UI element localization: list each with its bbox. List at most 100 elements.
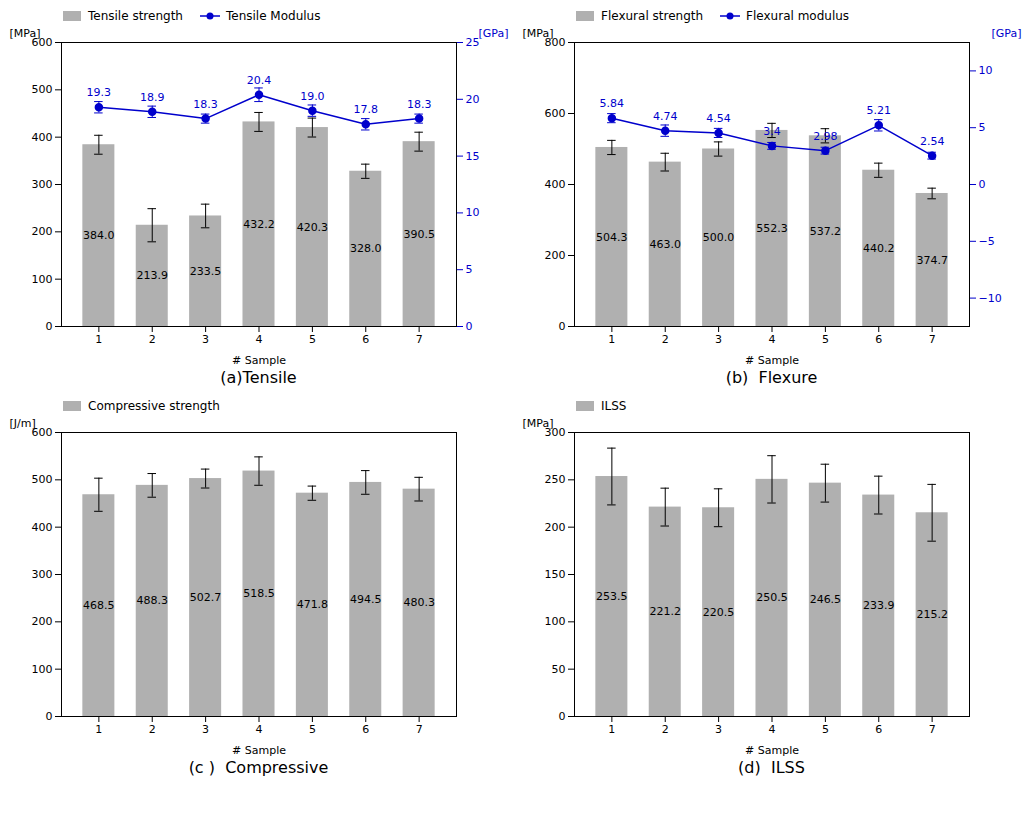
svg-text:20.4: 20.4: [247, 74, 272, 87]
svg-text:0: 0: [466, 320, 473, 333]
svg-text:400: 400: [545, 178, 566, 191]
svg-text:5: 5: [309, 723, 316, 736]
svg-text:250: 250: [545, 473, 566, 486]
svg-text:4: 4: [769, 333, 776, 346]
svg-text:5.84: 5.84: [600, 97, 625, 110]
svg-text:−5: −5: [979, 235, 995, 248]
svg-text:6: 6: [875, 333, 882, 346]
svg-text:500: 500: [32, 83, 53, 96]
svg-text:5: 5: [466, 263, 473, 276]
svg-text:432.2: 432.2: [243, 218, 275, 231]
svg-text:−10: −10: [979, 292, 1002, 305]
svg-text:# Sample: # Sample: [745, 354, 799, 367]
svg-text:300: 300: [32, 568, 53, 581]
svg-text:0: 0: [559, 710, 566, 723]
svg-text:5: 5: [979, 121, 986, 134]
svg-text:5: 5: [822, 333, 829, 346]
svg-text:6: 6: [362, 723, 369, 736]
svg-text:480.3: 480.3: [403, 596, 435, 609]
svg-text:4: 4: [769, 723, 776, 736]
svg-text:537.2: 537.2: [810, 225, 842, 238]
svg-text:0: 0: [46, 710, 53, 723]
svg-text:1: 1: [608, 333, 615, 346]
svg-text:1: 1: [608, 723, 615, 736]
svg-text:[GPa]: [GPa]: [479, 27, 509, 40]
svg-text:7: 7: [416, 723, 423, 736]
svg-text:[MPa]: [MPa]: [523, 27, 554, 40]
svg-text:374.7: 374.7: [916, 254, 948, 267]
svg-text:6: 6: [875, 723, 882, 736]
svg-text:220.5: 220.5: [703, 606, 735, 619]
svg-text:221.2: 221.2: [649, 605, 681, 618]
svg-text:200: 200: [32, 615, 53, 628]
svg-text:200: 200: [545, 249, 566, 262]
svg-text:18.9: 18.9: [140, 91, 165, 104]
svg-text:50: 50: [552, 663, 566, 676]
svg-text:328.0: 328.0: [350, 242, 382, 255]
svg-text:384.0: 384.0: [83, 229, 115, 242]
svg-text:# Sample: # Sample: [232, 354, 286, 367]
svg-text:7: 7: [416, 333, 423, 346]
svg-text:2: 2: [662, 333, 669, 346]
svg-text:19.0: 19.0: [300, 90, 325, 103]
svg-text:2: 2: [662, 723, 669, 736]
svg-text:[MPa]: [MPa]: [523, 417, 554, 430]
svg-text:233.5: 233.5: [190, 265, 222, 278]
svg-text:4.74: 4.74: [653, 110, 678, 123]
svg-text:18.3: 18.3: [407, 98, 432, 111]
svg-text:300: 300: [32, 178, 53, 191]
svg-text:390.5: 390.5: [403, 228, 435, 241]
svg-text:2.54: 2.54: [920, 135, 945, 148]
svg-text:2: 2: [149, 723, 156, 736]
svg-text:4.54: 4.54: [706, 112, 731, 125]
svg-text:17.8: 17.8: [354, 103, 379, 116]
svg-text:7: 7: [929, 723, 936, 736]
svg-text:253.5: 253.5: [596, 590, 628, 603]
svg-text:463.0: 463.0: [649, 238, 681, 251]
svg-text:440.2: 440.2: [863, 242, 895, 255]
svg-text:19.3: 19.3: [87, 86, 112, 99]
svg-text:200: 200: [545, 521, 566, 534]
svg-text:420.3: 420.3: [297, 221, 329, 234]
svg-text:10: 10: [466, 206, 480, 219]
svg-text:0: 0: [559, 320, 566, 333]
svg-text:18.3: 18.3: [193, 98, 218, 111]
svg-text:0: 0: [979, 178, 986, 191]
svg-text:[J/m]: [J/m]: [10, 417, 36, 430]
svg-text:502.7: 502.7: [190, 591, 222, 604]
svg-text:3.4: 3.4: [763, 125, 781, 138]
svg-text:5: 5: [822, 723, 829, 736]
svg-text:100: 100: [32, 663, 53, 676]
svg-text:20: 20: [466, 93, 480, 106]
svg-text:500: 500: [32, 473, 53, 486]
svg-text:488.3: 488.3: [136, 594, 168, 607]
svg-text:3: 3: [202, 333, 209, 346]
svg-text:1: 1: [95, 333, 102, 346]
svg-text:250.5: 250.5: [756, 591, 788, 604]
svg-text:15: 15: [466, 150, 480, 163]
svg-text:[GPa]: [GPa]: [992, 27, 1022, 40]
svg-text:3: 3: [202, 723, 209, 736]
svg-text:468.5: 468.5: [83, 599, 115, 612]
svg-text:100: 100: [32, 273, 53, 286]
svg-text:494.5: 494.5: [350, 593, 382, 606]
svg-text:4: 4: [256, 333, 263, 346]
svg-text:471.8: 471.8: [297, 598, 329, 611]
svg-text:215.2: 215.2: [916, 608, 948, 621]
svg-text:6: 6: [362, 333, 369, 346]
svg-text:400: 400: [32, 131, 53, 144]
svg-text:150: 150: [545, 568, 566, 581]
svg-text:518.5: 518.5: [243, 587, 275, 600]
svg-text:7: 7: [929, 333, 936, 346]
svg-text:2: 2: [149, 333, 156, 346]
svg-text:10: 10: [979, 64, 993, 77]
svg-text:4: 4: [256, 723, 263, 736]
svg-text:5.21: 5.21: [867, 104, 892, 117]
svg-text:# Sample: # Sample: [232, 744, 286, 757]
svg-text:552.3: 552.3: [756, 222, 788, 235]
svg-text:504.3: 504.3: [596, 231, 628, 244]
svg-text:3: 3: [715, 723, 722, 736]
svg-text:5: 5: [309, 333, 316, 346]
svg-text:[MPa]: [MPa]: [10, 27, 41, 40]
svg-text:200: 200: [32, 225, 53, 238]
